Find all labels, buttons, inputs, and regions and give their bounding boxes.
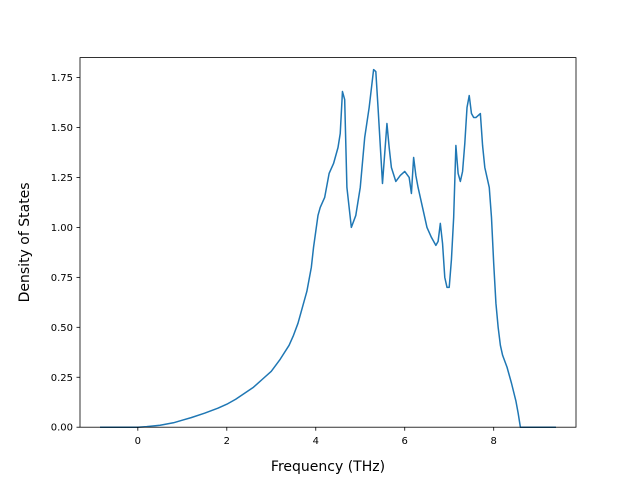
x-axis: 0 2 4 6 8 [135,427,497,447]
y-tick-label: 1.00 [51,223,73,234]
x-tick-label: 0 [135,436,141,447]
plot-area [100,68,556,428]
y-axis-label: Density of States [17,182,33,302]
y-tick-label: 0.75 [51,273,73,284]
y-tick-label: 0.25 [51,373,73,384]
y-tick-label: 0.00 [51,423,73,434]
y-axis: 0.00 0.25 0.50 0.75 1.00 1.25 1.50 1.75 [51,73,80,434]
y-tick-label: 0.50 [51,323,73,334]
y-tick-label: 1.25 [51,173,73,184]
x-tick-label: 8 [491,436,497,447]
plot-frame [79,57,577,428]
x-axis-label: Frequency (THz) [271,459,385,475]
dos-series-line-0 [100,68,556,428]
x-tick-label: 6 [402,436,408,447]
y-tick-label: 1.50 [51,123,73,134]
x-tick-label: 2 [224,436,230,447]
y-tick-label: 1.75 [51,73,73,84]
x-tick-label: 4 [313,436,319,447]
